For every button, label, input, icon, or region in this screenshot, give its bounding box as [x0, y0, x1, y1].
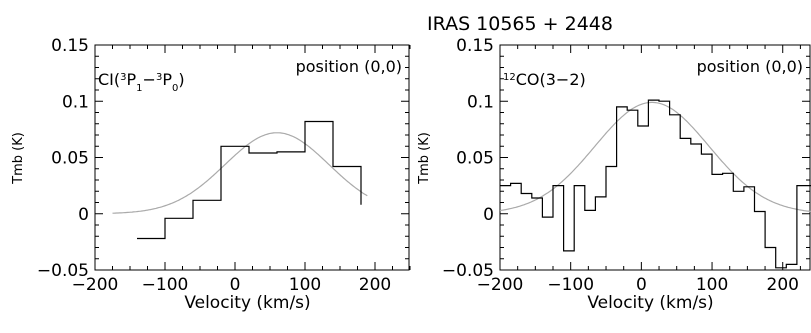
y-axis-label: Tmb (K): [417, 132, 432, 185]
y-tick-label: −0.05: [442, 261, 494, 281]
y-tick-label: −0.05: [37, 261, 89, 281]
x-tick-label: 100: [289, 275, 321, 295]
x-axis-label: Velocity (km/s): [184, 293, 310, 313]
species-label: CI(3P1−3P0): [98, 70, 185, 94]
y-tick-label: 0: [483, 205, 494, 225]
gaussian-fit-curve: [112, 132, 368, 214]
spectrum-histogram: [500, 99, 811, 269]
figure-title: IRAS 10565 + 2448: [427, 13, 613, 35]
y-axis-label: Tmb (K): [11, 132, 26, 185]
x-tick-label: −200: [72, 275, 119, 295]
spectrum-histogram: [137, 120, 362, 240]
y-tick-label: 0: [78, 205, 89, 225]
species-label: 12CO(3−2): [503, 70, 586, 89]
position-label: position (0,0): [697, 57, 803, 76]
x-tick-label: −100: [547, 275, 594, 295]
gaussian-fit-curve: [499, 101, 811, 213]
x-tick-label: −100: [142, 275, 189, 295]
x-tick-label: 0: [230, 275, 241, 295]
x-tick-label: −200: [477, 275, 524, 295]
x-tick-label: 0: [636, 275, 647, 295]
x-tick-label: 200: [359, 275, 391, 295]
y-tick-label: 0.15: [51, 36, 89, 56]
position-label: position (0,0): [296, 57, 402, 76]
y-tick-label: 0.05: [51, 149, 89, 169]
spectrum-panel-1: −200 −100 0 100 200 −0.05 0 0.05 0.1 0.15 Velocity…: [11, 36, 411, 313]
y-tick-label: 0.05: [456, 149, 494, 169]
x-axis-label: Velocity (km/s): [587, 293, 713, 313]
y-tick-label: 0.1: [467, 92, 494, 112]
x-tick-label: 100: [696, 275, 728, 295]
spectrum-panel-2: −200 −100 0 100 200 −0.05 0 0.05 0.1 0.15 Velocity…: [417, 36, 811, 313]
y-tick-label: 0.1: [62, 92, 89, 112]
y-tick-label: 0.15: [456, 36, 494, 56]
x-tick-label: 200: [767, 275, 799, 295]
